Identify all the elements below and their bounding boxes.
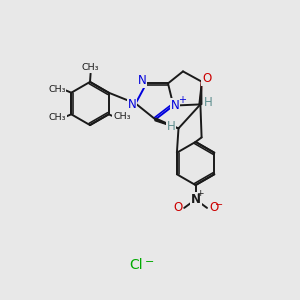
Text: H: H [203,95,212,109]
Text: −: − [144,257,154,267]
Polygon shape [155,118,178,128]
Text: H: H [167,120,176,134]
Text: CH₃: CH₃ [48,85,66,94]
Text: +: + [178,95,186,105]
Text: +: + [196,189,203,198]
Text: −: − [215,200,223,210]
Text: N: N [137,74,146,88]
Text: Cl: Cl [130,258,143,272]
Text: N: N [190,193,201,206]
Text: O: O [173,201,182,214]
Text: CH₃: CH₃ [49,113,66,122]
Text: O: O [202,72,211,85]
Text: O: O [209,201,218,214]
Text: N: N [170,99,179,112]
Text: CH₃: CH₃ [113,112,131,121]
Text: N: N [128,98,136,112]
Text: CH₃: CH₃ [81,63,99,72]
Polygon shape [199,82,202,104]
